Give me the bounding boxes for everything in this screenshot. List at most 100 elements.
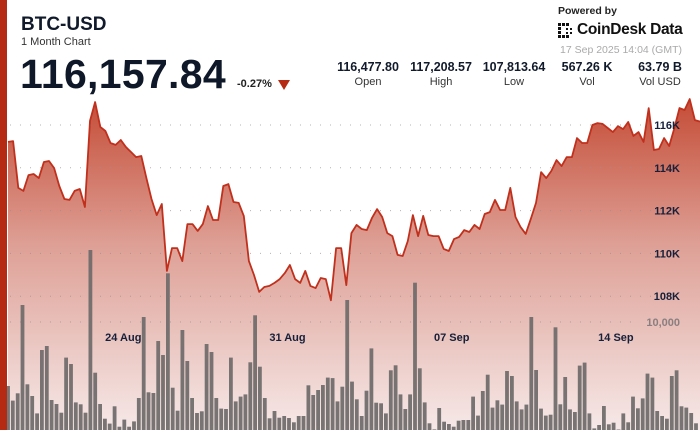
volume-bar (233, 401, 238, 430)
coindesk-data-logo: CoinDesk Data (558, 21, 683, 39)
volume-bar (224, 409, 228, 430)
logo-text: CoinDesk Data (577, 21, 683, 38)
volume-bar (403, 409, 408, 430)
volume-bar (471, 396, 475, 430)
volume-bar (340, 386, 345, 430)
volume-bar (296, 416, 301, 430)
volume-bar (669, 376, 674, 430)
volume-bar (238, 396, 243, 430)
volume-bar (83, 412, 88, 430)
stat-label: Low (503, 76, 525, 88)
volume-bar (534, 370, 538, 430)
volume-bar (185, 361, 190, 430)
volume-bar (214, 398, 219, 430)
volume-bar (587, 413, 592, 430)
volume-bar (602, 406, 606, 430)
price-change: -0.27% (237, 78, 272, 90)
volume-bar (335, 401, 340, 430)
stat-value: 107,813.64 (482, 60, 546, 74)
volume-bar (369, 348, 374, 430)
volume-bar (563, 377, 568, 430)
volume-bar (476, 415, 480, 430)
x-axis-labels: 24 Aug 31 Aug 07 Sep 14 Sep (105, 332, 634, 344)
volume-bar (650, 377, 655, 430)
volume-bar (582, 362, 587, 430)
volume-bar (388, 370, 393, 430)
coindesk-logo-icon (558, 22, 572, 38)
volume-bar (170, 387, 175, 430)
volume-bar (359, 416, 364, 430)
volume-bar (524, 404, 529, 430)
volume-bar (277, 417, 282, 430)
volume-bar (539, 408, 543, 430)
volume-bar (292, 422, 296, 430)
volume-bar (592, 428, 597, 430)
volume-bar (195, 413, 199, 430)
price-area-fill (8, 99, 700, 430)
volume-bar (287, 418, 291, 430)
stat-high: 117,208.57 High (401, 60, 481, 88)
volume-bar (577, 365, 582, 430)
volume-bar (689, 413, 694, 430)
volume-bar (306, 385, 311, 430)
volume-bar (519, 409, 524, 430)
volume-bar (684, 407, 689, 430)
volume-bar (413, 282, 417, 430)
stat-open: 116,477.80 Open (328, 60, 408, 88)
volume-bar (674, 370, 679, 430)
volume-bar (543, 415, 548, 430)
volume-bar (59, 412, 64, 430)
volume-bar (345, 300, 350, 430)
volume-bar (175, 410, 180, 430)
volume-bar (447, 424, 451, 430)
volume-bar (597, 425, 601, 430)
volume-bar (451, 426, 456, 430)
volume-bar (422, 402, 427, 430)
volume-bar (316, 390, 320, 430)
volume-bar (132, 421, 136, 430)
volume-bar (229, 357, 233, 430)
volume-bar (558, 404, 563, 430)
y-tick-label: 112K (654, 206, 680, 218)
volume-bar (141, 317, 146, 430)
volume-bar (107, 423, 112, 430)
volume-bar (204, 344, 209, 430)
volume-bar (665, 418, 669, 430)
volume-bar (398, 394, 403, 430)
volume-bar (209, 352, 214, 430)
volume-bar (461, 420, 466, 430)
volume-bar (417, 368, 422, 430)
x-tick-label: 31 Aug (269, 332, 305, 344)
volume-bar (282, 416, 287, 430)
y-tick-label: 114K (654, 163, 680, 175)
volume-bar (40, 350, 44, 430)
volume-bar (190, 398, 194, 430)
current-price: 116,157.84 (20, 51, 226, 97)
volume-bar (490, 407, 495, 430)
stat-value: 63.79 B (638, 60, 682, 74)
volume-bar (679, 406, 684, 430)
volume-bar (127, 426, 131, 430)
volume-bar (456, 420, 461, 430)
volume-bar (645, 373, 650, 430)
volume-bar (631, 396, 635, 430)
volume-bar (15, 393, 20, 430)
volume-bar (267, 418, 272, 430)
volume-bar (88, 250, 93, 430)
volume-bar (573, 412, 577, 430)
volume-bar (442, 421, 446, 430)
volume-bar (20, 305, 25, 430)
volume-bar (505, 371, 509, 430)
volume-bar (219, 408, 224, 430)
volume-bars (6, 250, 698, 430)
volume-bar (161, 355, 165, 430)
volume-bar (180, 330, 185, 430)
volume-bar (621, 413, 626, 430)
y-tick-label: 108K (654, 291, 680, 303)
volume-bar (427, 423, 432, 430)
volume-bar (30, 396, 35, 430)
volume-bar (384, 413, 388, 430)
volume-bar (35, 413, 39, 430)
volume-bar (364, 390, 369, 430)
